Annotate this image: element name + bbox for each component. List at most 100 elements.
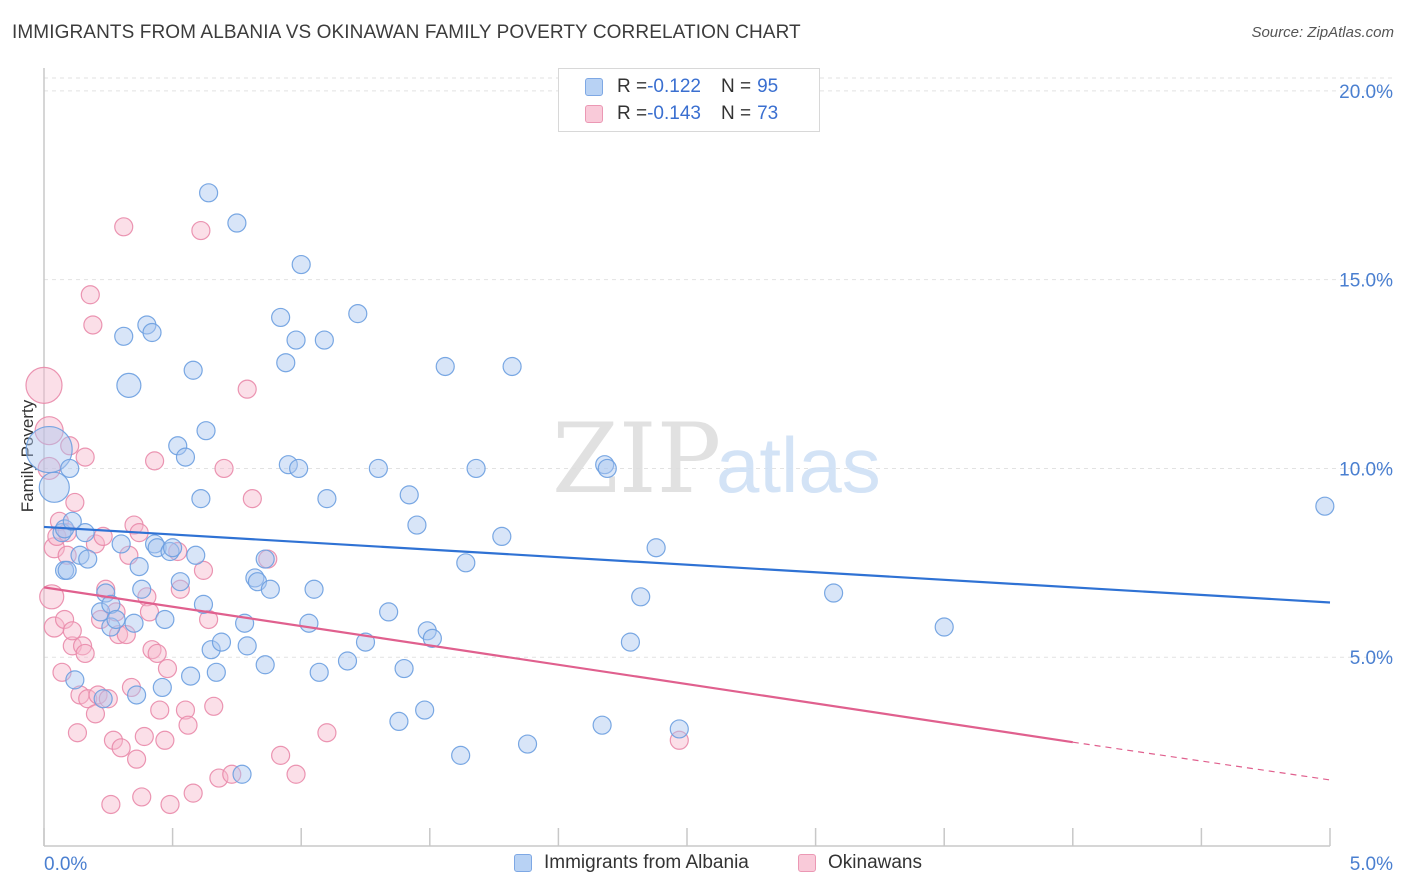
trend-lines xyxy=(43,525,1331,781)
albania-point xyxy=(101,594,121,614)
albania-point xyxy=(631,587,651,607)
albania-point xyxy=(25,425,73,474)
albania-point xyxy=(114,326,134,346)
x-tick-label: 5.0% xyxy=(1350,854,1393,875)
albania-point xyxy=(456,553,476,573)
albania-point xyxy=(232,764,252,784)
x-tick-label: 0.0% xyxy=(44,854,87,875)
okinawans-point xyxy=(98,689,118,709)
albania-point xyxy=(78,549,98,569)
albania-point xyxy=(1315,496,1335,516)
okinawans-point xyxy=(116,624,136,645)
albania-point xyxy=(196,421,216,441)
okinawans-point xyxy=(25,366,63,404)
okinawans-trend-extension xyxy=(1072,741,1331,781)
albania-point xyxy=(291,254,311,275)
legend-row-okinawans: R = -0.143 N = 73 xyxy=(559,101,778,127)
okinawans-point xyxy=(126,749,147,769)
okinawans-point xyxy=(160,794,180,815)
albania-point xyxy=(466,458,486,479)
albania-point xyxy=(289,458,309,479)
okinawans-point xyxy=(132,787,152,807)
albania-point xyxy=(492,526,512,547)
albania-point xyxy=(129,557,149,577)
okinawans-point xyxy=(168,541,188,562)
okinawans-point xyxy=(157,658,178,679)
okinawans-point xyxy=(317,723,337,743)
albania-trend-line xyxy=(43,525,1331,604)
okinawans-point xyxy=(142,640,162,660)
okinawans-point xyxy=(111,738,131,758)
okinawans-point xyxy=(72,636,93,656)
okinawans-point xyxy=(108,624,129,645)
legend-r-value: -0.122 xyxy=(647,76,701,97)
okinawans-point xyxy=(78,689,98,709)
albania-point xyxy=(111,534,131,554)
albania-point xyxy=(147,538,167,558)
okinawans-point xyxy=(193,560,214,580)
gridlines xyxy=(44,77,1394,658)
albania-point xyxy=(57,560,77,580)
source-label: Source: ZipAtlas.com xyxy=(1251,24,1394,41)
albania-point xyxy=(271,307,291,328)
okinawans-point xyxy=(150,700,170,720)
okinawans-point xyxy=(103,730,124,750)
okinawans-point xyxy=(80,285,100,305)
okinawans-point xyxy=(209,768,229,788)
albania-point xyxy=(260,579,280,599)
albania-point xyxy=(116,372,142,398)
legend-label-albania: Immigrants from Albania xyxy=(544,852,749,873)
albania-point xyxy=(394,658,414,679)
albania-point xyxy=(824,583,844,603)
okinawans-point xyxy=(183,783,203,803)
albania-point xyxy=(227,213,247,233)
correlation-legend: R = -0.122 N = 95 R = -0.143 N = 73 xyxy=(558,68,820,132)
okinawans-point xyxy=(83,315,103,335)
axes xyxy=(43,68,1331,847)
albania-point xyxy=(415,700,435,720)
okinawans-point xyxy=(62,621,82,641)
albania-point xyxy=(255,549,275,569)
okinawans-point xyxy=(101,794,121,815)
okinawans-point xyxy=(204,696,224,716)
albania-point xyxy=(168,436,188,456)
legend-swatch-okinawans xyxy=(585,105,603,123)
legend-n-label: N = xyxy=(720,103,752,124)
series-legend: Immigrants from Albania Okinawans xyxy=(0,852,1406,878)
legend-swatch-okinawans xyxy=(798,854,816,872)
albania-point xyxy=(317,489,337,509)
okinawans-point xyxy=(271,745,291,765)
okinawans-point xyxy=(237,379,257,399)
legend-swatch-albania xyxy=(585,78,603,96)
albania-point xyxy=(422,628,442,648)
okinawans-point xyxy=(199,609,219,630)
okinawans-point xyxy=(65,492,85,513)
okinawans-point xyxy=(54,609,75,630)
legend-item-okinawans[interactable]: Okinawans xyxy=(798,852,922,874)
okinawans-point xyxy=(178,715,198,735)
albania-point xyxy=(211,632,232,652)
albania-point xyxy=(669,719,689,739)
legend-r-value: -0.143 xyxy=(647,103,701,124)
albania-point xyxy=(407,515,427,535)
watermark-zip: ZIP xyxy=(552,403,721,515)
okinawans-point xyxy=(67,723,88,743)
albania-point xyxy=(646,538,666,558)
legend-item-albania[interactable]: Immigrants from Albania xyxy=(514,852,749,874)
okinawans-point xyxy=(147,643,167,664)
albania-point xyxy=(175,447,196,467)
legend-r-label: R = xyxy=(617,76,648,97)
okinawans-point xyxy=(669,730,689,750)
albania-point xyxy=(106,609,126,630)
okinawans-trend-line xyxy=(43,586,1073,744)
watermark-atlas: atlas xyxy=(716,421,881,509)
tick-labels: 5.0% 10.0% 15.0% 20.0% 0.0% 5.0% xyxy=(44,82,1393,875)
albania-point xyxy=(517,734,538,754)
okinawans-point xyxy=(170,579,190,599)
albania-point xyxy=(620,632,641,652)
okinawans-point xyxy=(88,685,108,705)
okinawans-point xyxy=(90,609,111,630)
albania-point xyxy=(193,594,214,614)
okinawans-point xyxy=(60,436,80,456)
